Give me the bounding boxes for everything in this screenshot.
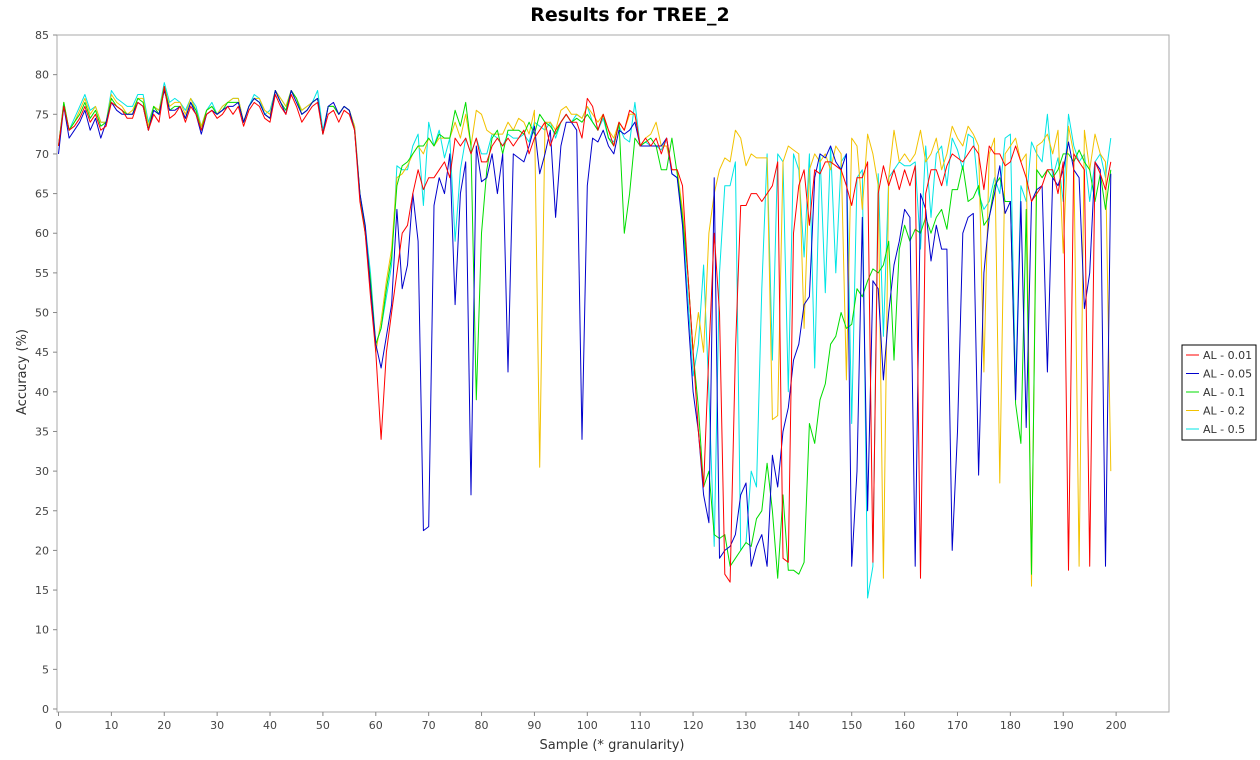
- x-tick-label: 60: [369, 719, 383, 732]
- series-line-1: [58, 90, 1112, 567]
- x-tick-label: 140: [788, 719, 809, 732]
- y-tick-label: 40: [35, 386, 49, 399]
- series-layer: [58, 82, 1112, 599]
- y-tick-label: 85: [35, 29, 49, 42]
- x-tick-label: 90: [527, 719, 541, 732]
- y-tick-label: 70: [35, 148, 49, 161]
- x-tick-label: 40: [263, 719, 277, 732]
- x-tick-label: 110: [630, 719, 651, 732]
- x-tick-label: 70: [422, 719, 436, 732]
- y-tick-label: 0: [42, 703, 49, 716]
- y-tick-label: 20: [35, 544, 49, 557]
- y-tick-label: 55: [35, 267, 49, 280]
- x-tick-label: 200: [1106, 719, 1127, 732]
- x-tick-label: 130: [735, 719, 756, 732]
- legend-entry: AL - 0.2: [1203, 405, 1245, 418]
- series-line-3: [58, 86, 1112, 587]
- y-tick-label: 45: [35, 346, 49, 359]
- y-tick-label: 80: [35, 69, 49, 82]
- legend-entry: AL - 0.5: [1203, 423, 1245, 436]
- plot-area: [56, 34, 1170, 713]
- legend-entry: AL - 0.01: [1203, 349, 1252, 362]
- legend: AL - 0.01 AL - 0.05 AL - 0.1 AL - 0.2 AL - 0…: [1181, 344, 1257, 441]
- y-tick-label: 75: [35, 108, 49, 121]
- series-line-0: [58, 86, 1112, 583]
- y-tick-label: 50: [35, 307, 49, 320]
- x-tick-label: 80: [475, 719, 489, 732]
- y-tick-label: 10: [35, 624, 49, 637]
- chart-title: Results for TREE_2: [530, 4, 729, 26]
- y-tick-label: 5: [42, 663, 49, 676]
- y-axis: 0 5 10 15 20 25 30 35 40 45 50 55 60 65 70 75 80 85: [35, 29, 57, 716]
- y-tick-label: 15: [35, 584, 49, 597]
- y-tick-label: 25: [35, 505, 49, 518]
- legend-entry: AL - 0.05: [1203, 368, 1252, 381]
- x-tick-label: 0: [55, 719, 62, 732]
- legend-entry: AL - 0.1: [1203, 386, 1245, 399]
- x-tick-label: 180: [1000, 719, 1021, 732]
- x-tick-label: 50: [316, 719, 330, 732]
- x-tick-label: 20: [157, 719, 171, 732]
- y-tick-label: 65: [35, 188, 49, 201]
- x-tick-label: 150: [841, 719, 862, 732]
- y-tick-label: 60: [35, 227, 49, 240]
- y-tick-label: 35: [35, 425, 49, 438]
- x-axis-label: Sample (* granularity): [539, 738, 684, 753]
- x-axis: 0 10 20 30 40 50 60 70 80 90 100 110 120 130 140 150 160…: [55, 712, 1127, 732]
- y-axis-label: Accuracy (%): [15, 329, 30, 415]
- x-tick-label: 30: [210, 719, 224, 732]
- x-tick-label: 170: [947, 719, 968, 732]
- x-tick-label: 100: [577, 719, 598, 732]
- y-tick-label: 30: [35, 465, 49, 478]
- x-tick-label: 10: [104, 719, 118, 732]
- x-tick-label: 120: [683, 719, 704, 732]
- x-tick-label: 160: [894, 719, 915, 732]
- x-tick-label: 190: [1053, 719, 1074, 732]
